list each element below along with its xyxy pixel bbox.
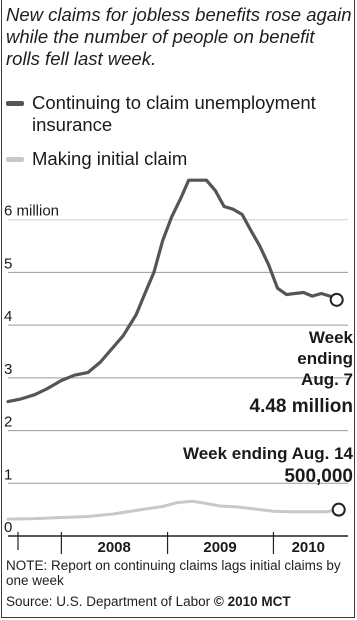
- y-tick-label-1: 1: [4, 466, 12, 483]
- y-tick-label-6: 6 million: [4, 203, 59, 220]
- legend-item-initial-claims: Making initial claim: [6, 148, 332, 170]
- legend-swatch-continuing: [6, 101, 24, 106]
- y-tick-label-4: 4: [4, 308, 12, 325]
- end-marker-1: [331, 502, 346, 517]
- annotation-initial-line-0: Week ending Aug. 14: [183, 444, 354, 463]
- annotation-continuing-line-0: Week: [309, 328, 354, 347]
- end-marker-0: [329, 292, 344, 307]
- series-line-continuing-claims: [6, 178, 339, 404]
- source-text: Source: U.S. Department of Labor: [6, 594, 211, 609]
- chart-subtitle: New claims for jobless benefits rose aga…: [6, 4, 352, 69]
- legend-label-initial: Making initial claim: [32, 148, 188, 169]
- annotation-continuing-line-1: ending: [297, 349, 353, 368]
- x-tick-label-2008: 2008: [97, 539, 130, 556]
- chart-note: NOTE: Report on continuing claims lags i…: [6, 558, 341, 588]
- chart-source: Source: U.S. Department of Labor © 2010 …: [6, 594, 354, 610]
- annotation-continuing-value: 4.48 million: [250, 396, 353, 417]
- y-tick-label-0: 0: [4, 519, 12, 536]
- x-tick-label-2010: 2010: [292, 539, 325, 556]
- y-tick-label-3: 3: [4, 361, 12, 378]
- legend-label-continuing: Continuing to claim unemployment insuran…: [32, 92, 316, 135]
- annotation-initial-value: 500,000: [284, 466, 353, 487]
- y-tick-label-5: 5: [4, 255, 12, 272]
- legend-swatch-initial: [6, 157, 24, 162]
- annotation-continuing-line-2: Aug. 7: [301, 370, 353, 389]
- credit-text: © 2010 MCT: [213, 594, 291, 609]
- series-line-initial-claims: [6, 499, 341, 521]
- x-tick-label-2009: 2009: [203, 539, 236, 556]
- legend-item-continuing-claims: Continuing to claim unemployment insuran…: [6, 92, 332, 136]
- y-tick-label-2: 2: [4, 414, 12, 431]
